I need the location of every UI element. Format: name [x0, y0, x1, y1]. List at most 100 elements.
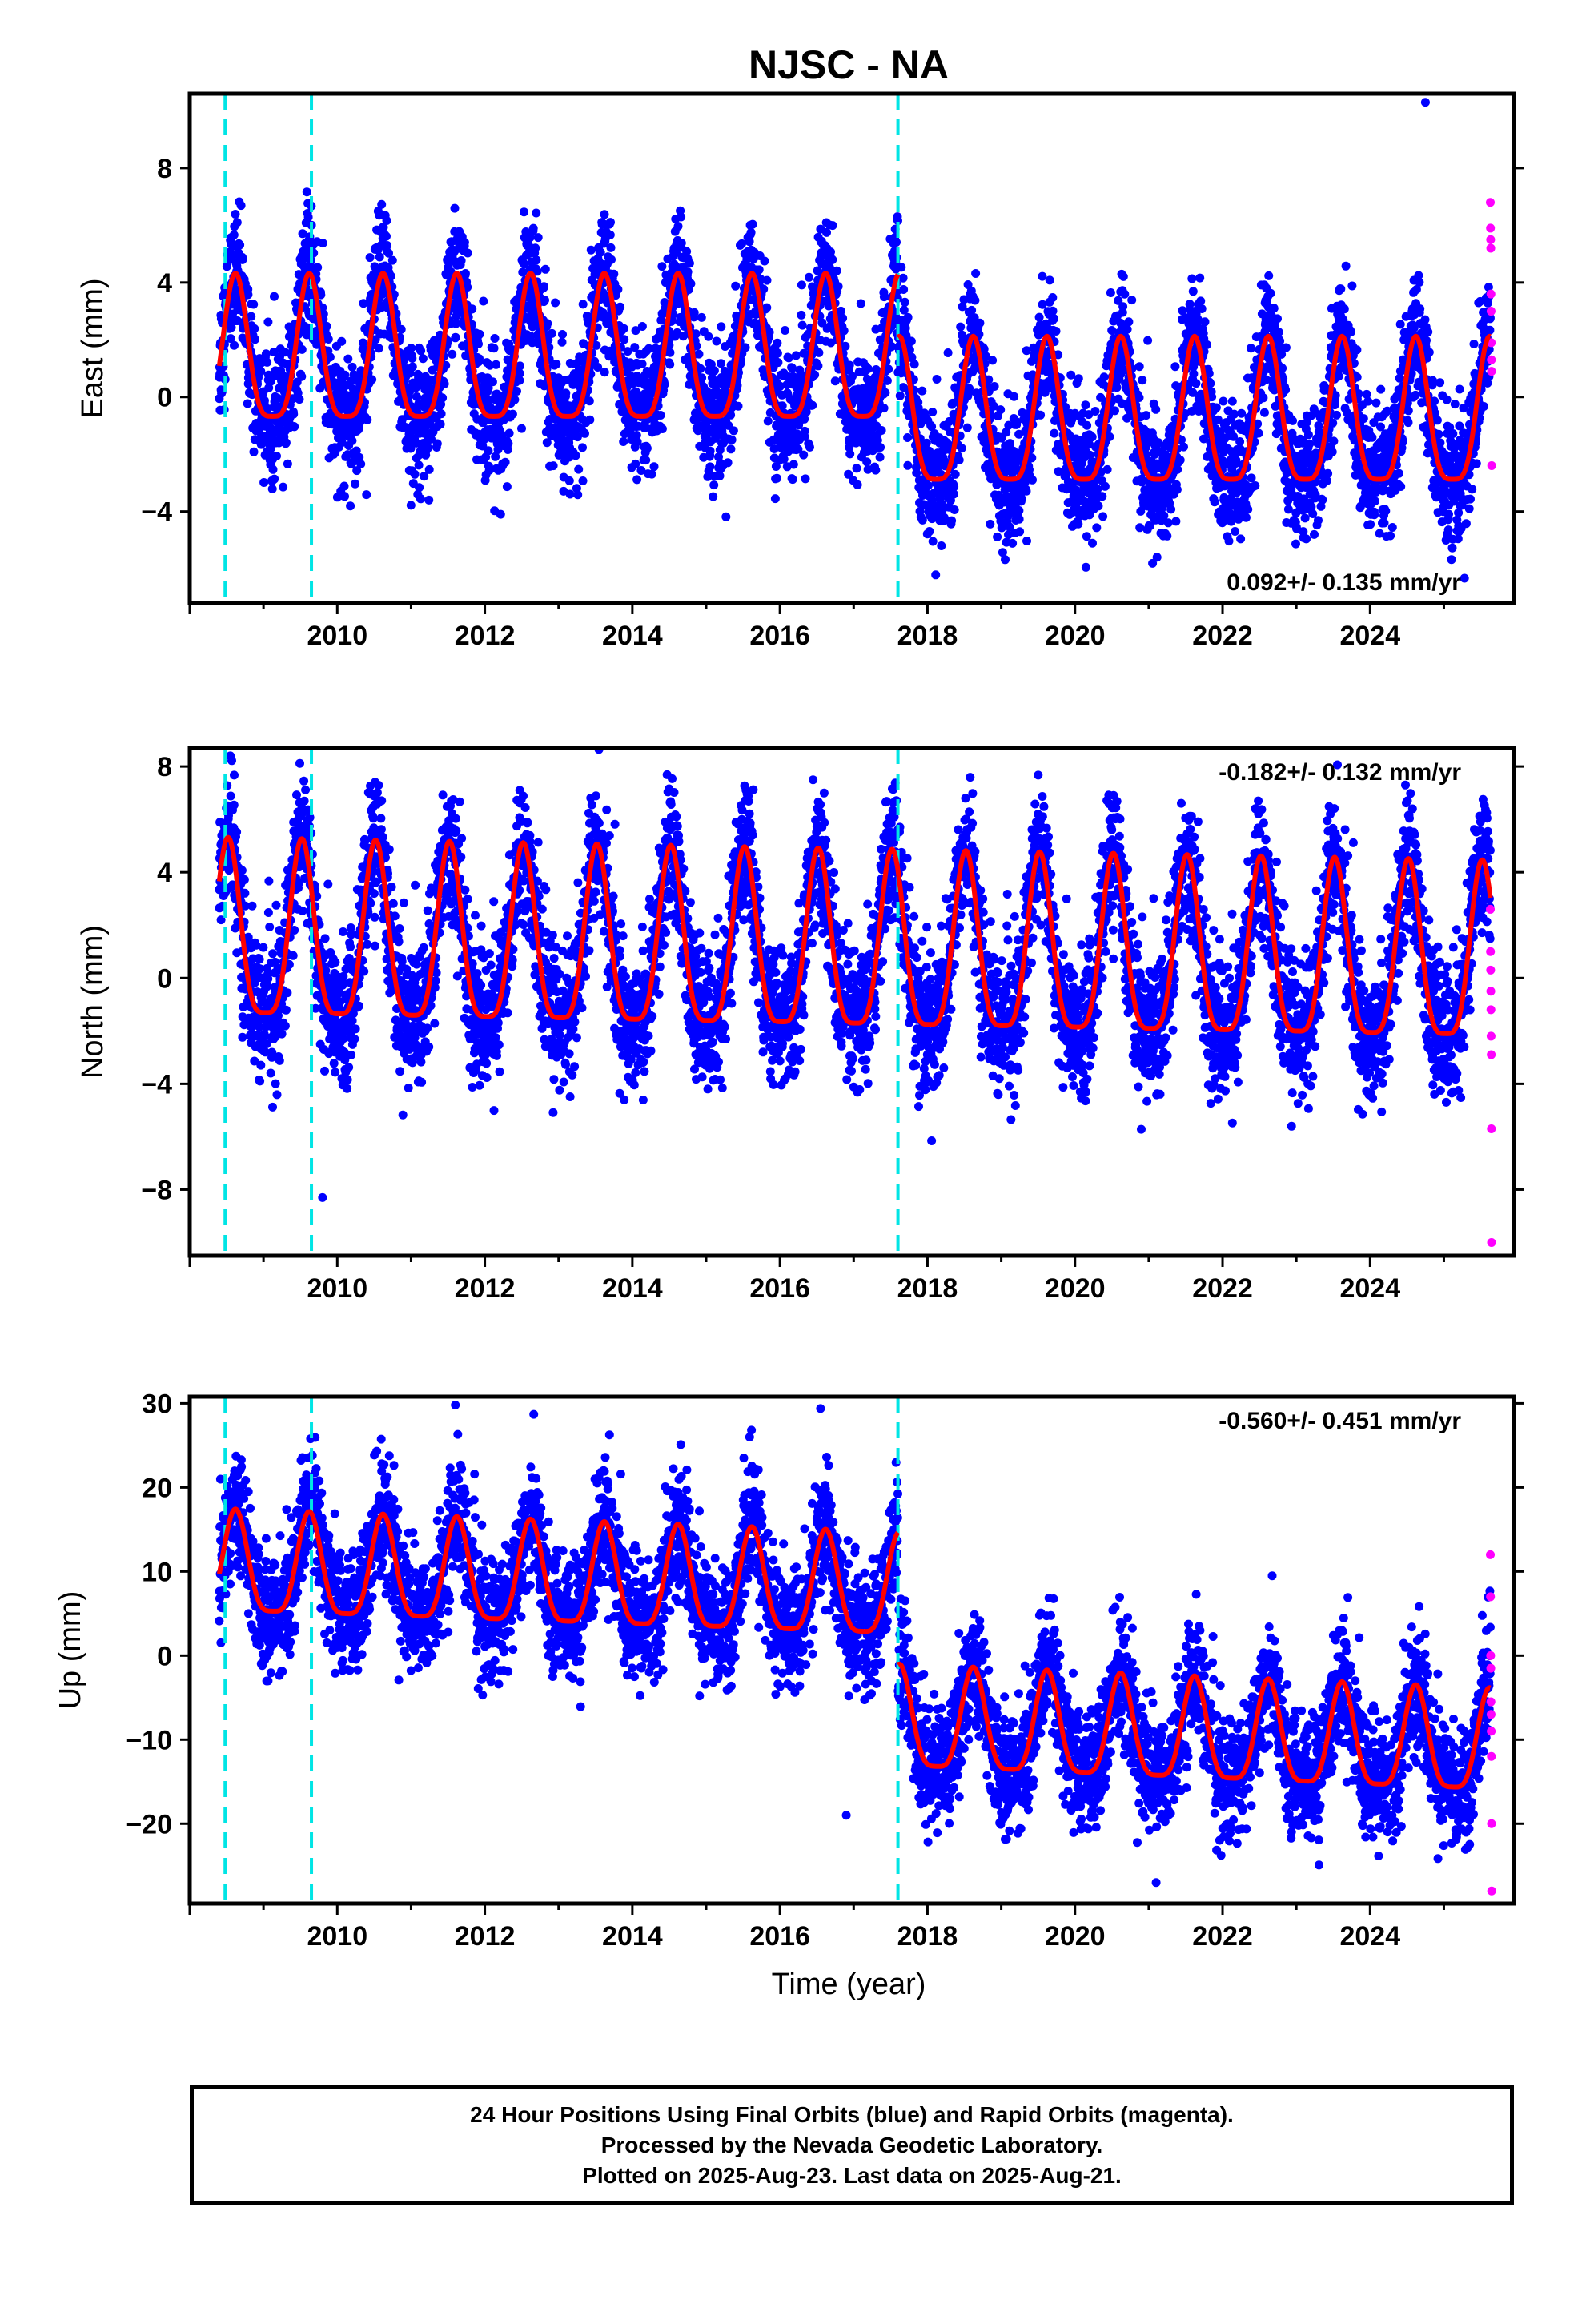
- final-orbit-point: [731, 281, 741, 291]
- final-orbit-point: [613, 284, 623, 294]
- final-orbit-point: [574, 464, 584, 474]
- final-orbit-point: [259, 478, 269, 487]
- final-orbit-point: [1038, 271, 1047, 281]
- final-orbit-point: [917, 386, 927, 396]
- final-orbit-point: [748, 219, 757, 229]
- final-orbit-point: [1210, 497, 1219, 507]
- final-orbit-point: [996, 405, 1006, 415]
- final-orbit-point: [1235, 437, 1245, 446]
- final-orbit-point: [1191, 379, 1201, 388]
- final-orbit-point: [383, 241, 391, 250]
- final-orbit-point: [1008, 538, 1018, 548]
- final-orbit-point: [1050, 314, 1058, 324]
- final-orbit-point: [845, 360, 854, 370]
- final-orbit-point: [269, 348, 279, 356]
- final-orbit-point: [502, 482, 512, 492]
- final-orbit-point: [773, 358, 783, 368]
- final-orbit-point: [1172, 485, 1182, 494]
- final-orbit-point: [1082, 420, 1092, 430]
- final-orbit-point: [280, 348, 290, 357]
- final-orbit-point: [468, 304, 477, 314]
- final-orbit-point: [323, 335, 333, 344]
- final-orbit-point: [504, 439, 513, 448]
- final-orbit-point: [665, 348, 675, 357]
- final-orbit-point: [490, 334, 500, 343]
- final-orbit-point: [647, 469, 656, 479]
- final-orbit-point: [931, 570, 941, 580]
- final-orbit-point: [954, 456, 964, 464]
- final-orbit-point: [1081, 562, 1090, 572]
- final-orbit-point: [619, 437, 628, 446]
- final-orbit-point: [578, 476, 588, 485]
- final-orbit-point: [950, 482, 959, 492]
- final-orbit-point: [379, 223, 388, 232]
- final-orbit-point: [900, 297, 909, 307]
- final-orbit-point: [600, 210, 609, 219]
- final-orbit-point: [797, 280, 806, 290]
- final-orbit-point: [993, 532, 1002, 541]
- final-orbit-point: [841, 341, 850, 351]
- final-orbit-point: [1124, 317, 1134, 327]
- final-orbit-point: [607, 255, 616, 264]
- final-orbit-point: [1291, 539, 1300, 549]
- final-orbit-point: [917, 515, 927, 525]
- final-orbit-point: [250, 324, 259, 333]
- final-orbit-point: [251, 335, 259, 344]
- final-orbit-point: [641, 456, 651, 465]
- final-orbit-point: [970, 296, 980, 305]
- final-orbit-point: [1100, 481, 1110, 491]
- final-orbit-point: [492, 360, 500, 369]
- final-orbit-point: [227, 323, 236, 332]
- final-orbit-point: [644, 344, 653, 353]
- final-orbit-point: [363, 415, 372, 424]
- final-orbit-point: [1048, 293, 1058, 302]
- final-orbit-point: [479, 296, 488, 306]
- final-orbit-point: [557, 337, 567, 347]
- final-orbit-point: [542, 438, 552, 448]
- final-orbit-point: [516, 361, 524, 371]
- final-orbit-point: [230, 340, 239, 350]
- final-orbit-point: [760, 256, 769, 266]
- final-orbit-point: [532, 208, 541, 218]
- final-orbit-point: [438, 393, 448, 403]
- final-orbit-point: [584, 396, 594, 406]
- final-orbit-point: [489, 344, 499, 353]
- final-orbit-point: [512, 387, 521, 396]
- final-orbit-point: [407, 344, 416, 353]
- final-orbit-point: [261, 349, 271, 359]
- final-orbit-point: [1066, 370, 1076, 380]
- final-orbit-point: [593, 363, 603, 372]
- final-orbit-point: [452, 319, 460, 328]
- final-orbit-point: [281, 438, 291, 448]
- final-orbit-point: [418, 354, 428, 364]
- final-orbit-point: [298, 229, 307, 239]
- final-orbit-point: [1134, 362, 1144, 372]
- final-orbit-point: [408, 353, 417, 363]
- final-orbit-point: [689, 308, 699, 317]
- final-orbit-point: [665, 360, 675, 369]
- final-orbit-point: [235, 240, 245, 250]
- final-orbit-point: [484, 465, 494, 475]
- final-orbit-point: [340, 492, 349, 501]
- final-orbit-point: [833, 282, 843, 292]
- final-orbit-point: [532, 255, 541, 265]
- final-orbit-point: [1122, 324, 1132, 334]
- final-orbit-point: [547, 328, 556, 338]
- final-orbit-point: [548, 461, 558, 471]
- final-orbit-point: [709, 492, 718, 501]
- final-orbit-point: [552, 360, 561, 369]
- final-orbit-point: [606, 243, 616, 252]
- final-orbit-point: [737, 239, 746, 248]
- final-orbit-point: [903, 433, 913, 442]
- final-orbit-point: [1162, 531, 1172, 541]
- final-orbit-point: [339, 481, 349, 491]
- final-orbit-point: [726, 444, 736, 454]
- final-orbit-point: [677, 212, 686, 222]
- final-orbit-point: [463, 248, 472, 258]
- final-orbit-point: [770, 494, 780, 504]
- final-orbit-point: [283, 459, 292, 468]
- final-orbit-point: [1281, 343, 1291, 352]
- final-orbit-point: [1231, 527, 1240, 536]
- final-orbit-point: [571, 451, 580, 460]
- final-orbit-point: [491, 452, 500, 461]
